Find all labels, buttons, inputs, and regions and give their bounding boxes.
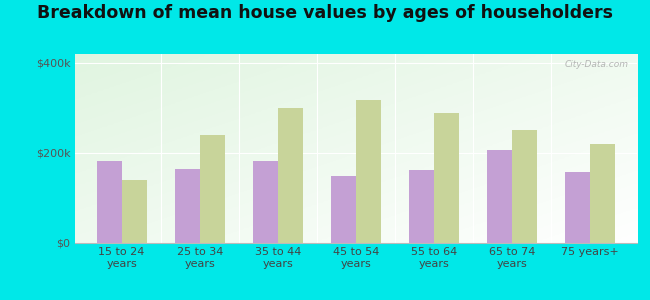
Bar — [200, 135, 225, 243]
Bar — [512, 130, 537, 243]
Bar — [331, 176, 356, 243]
Bar — [278, 108, 303, 243]
Bar — [356, 100, 381, 243]
Bar — [434, 113, 459, 243]
Bar — [122, 180, 147, 243]
Bar — [253, 160, 278, 243]
Bar — [565, 172, 590, 243]
Bar — [175, 169, 200, 243]
Bar — [97, 160, 122, 243]
Bar — [590, 144, 615, 243]
Bar — [409, 170, 434, 243]
Text: Breakdown of mean house values by ages of householders: Breakdown of mean house values by ages o… — [37, 4, 613, 22]
Text: City-Data.com: City-Data.com — [565, 60, 629, 69]
Bar — [487, 150, 512, 243]
